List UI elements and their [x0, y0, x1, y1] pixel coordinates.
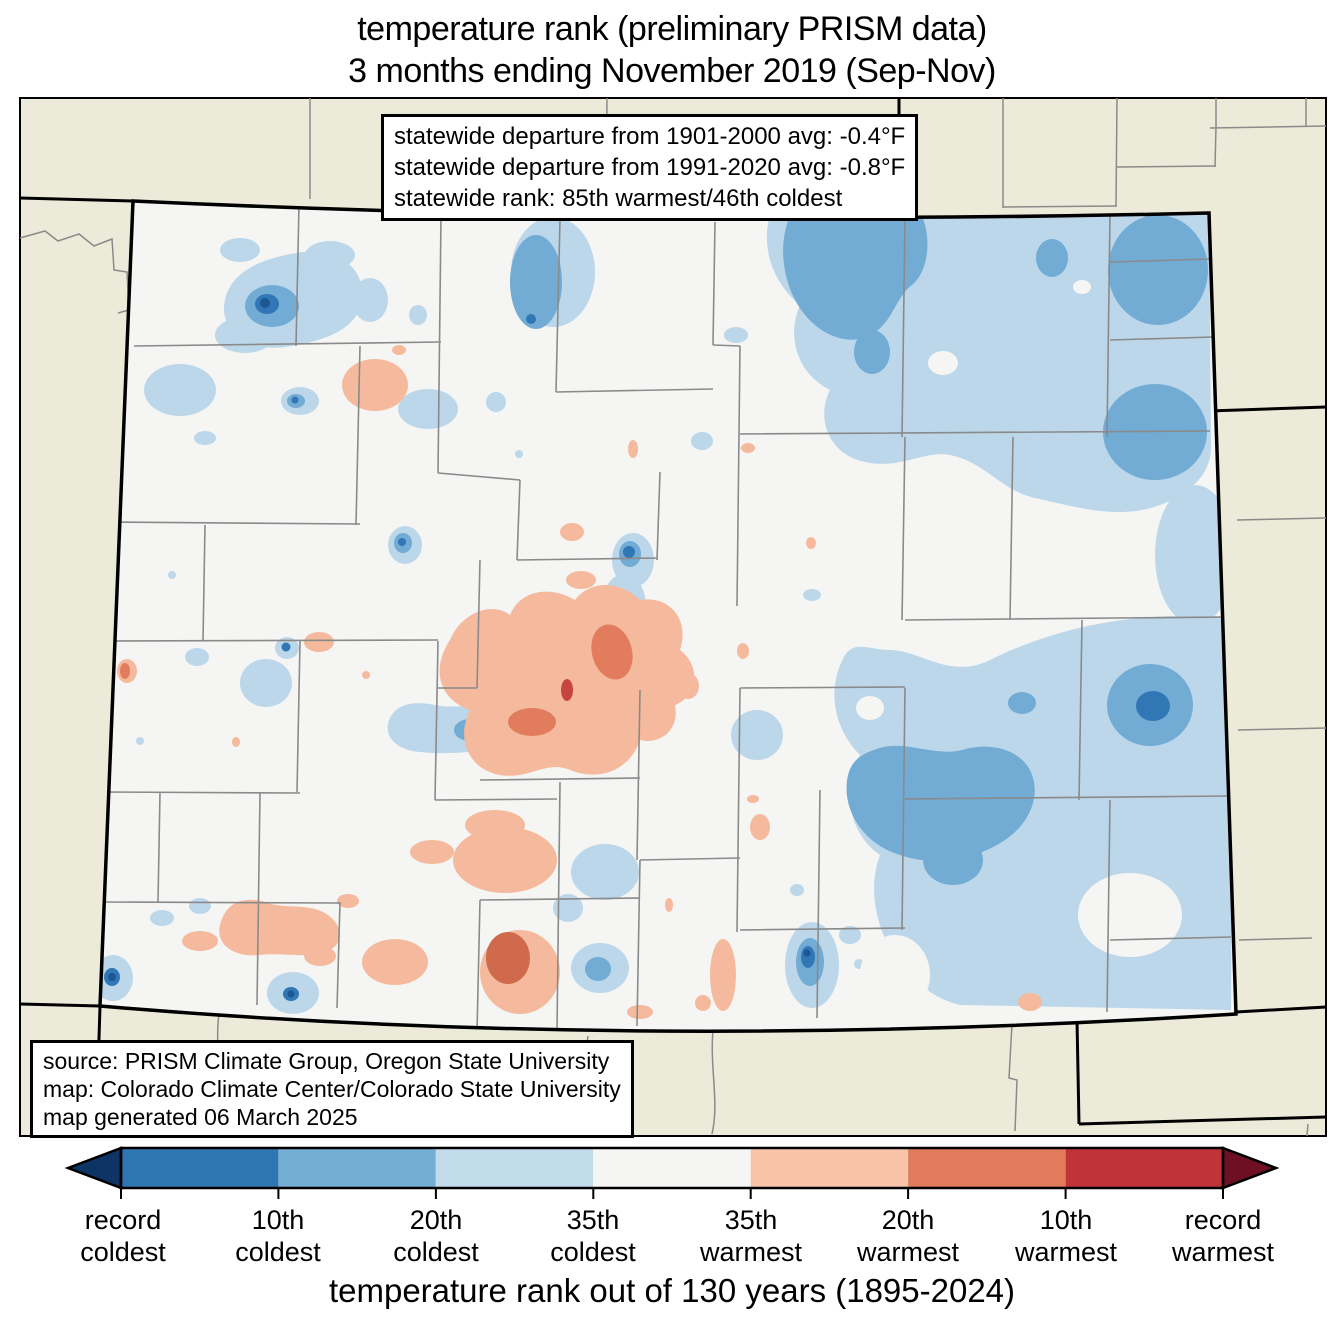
figure-title: temperature rank (preliminary PRISM data… [0, 8, 1344, 92]
legend-segment [593, 1148, 751, 1188]
legend-label-35th-coldest: 35th coldest [550, 1205, 636, 1267]
statewide-stats-box: statewide departure from 1901-2000 avg: … [381, 114, 919, 221]
stats-line-3: statewide rank: 85th warmest/46th coldes… [394, 185, 843, 212]
warm-anomaly-areas-medium [120, 624, 633, 984]
colorado-county-lines [100, 203, 1232, 1032]
legend-segment [1065, 1148, 1223, 1188]
legend-label-10th-warmest: 10th warmest [1014, 1205, 1118, 1267]
legend-colorbar-outline [119, 1146, 1225, 1190]
legend-segment [908, 1148, 1066, 1188]
legend-arrow-record-warmest [1221, 1146, 1280, 1190]
cold-anomaly-cores [104, 294, 1170, 1001]
legend-label-10th-coldest: 10th coldest [235, 1205, 321, 1267]
legend-colorbar [64, 1146, 1280, 1199]
source-box: source: PRISM Climate Group, Oregon Stat… [30, 1040, 634, 1138]
source-line-2: map: Colorado Climate Center/Colorado St… [43, 1076, 621, 1102]
title-line-2: 3 months ending November 2019 (Sep-Nov) [348, 52, 996, 90]
legend-segment [750, 1148, 909, 1188]
legend-segment [278, 1148, 436, 1188]
legend-segment [435, 1148, 594, 1188]
legend-arrow-record-coldest [64, 1146, 123, 1190]
legend-label-record-coldest: record coldest [80, 1205, 166, 1267]
title-line-1: temperature rank (preliminary PRISM data… [357, 10, 987, 48]
cold-record-dots [108, 298, 811, 998]
source-line-3: map generated 06 March 2025 [43, 1104, 358, 1130]
legend-label-20th-warmest: 20th warmest [856, 1205, 960, 1267]
neutral-holes [856, 280, 1182, 1015]
warm-anomaly-cores [561, 679, 573, 701]
legend-label-record-warmest: record warmest [1171, 1205, 1275, 1267]
stats-line-2: statewide departure from 1991-2020 avg: … [394, 154, 906, 181]
source-line-1: source: PRISM Climate Group, Oregon Stat… [43, 1048, 610, 1074]
legend-ticks [120, 1188, 1224, 1199]
stats-line-1: statewide departure from 1901-2000 avg: … [394, 123, 906, 150]
legend-label-35th-warmest: 35th warmest [699, 1205, 803, 1267]
legend-caption: temperature rank out of 130 years (1895-… [328, 1272, 1016, 1309]
legend-label-20th-coldest: 20th coldest [393, 1205, 479, 1267]
legend-segment [121, 1148, 279, 1188]
